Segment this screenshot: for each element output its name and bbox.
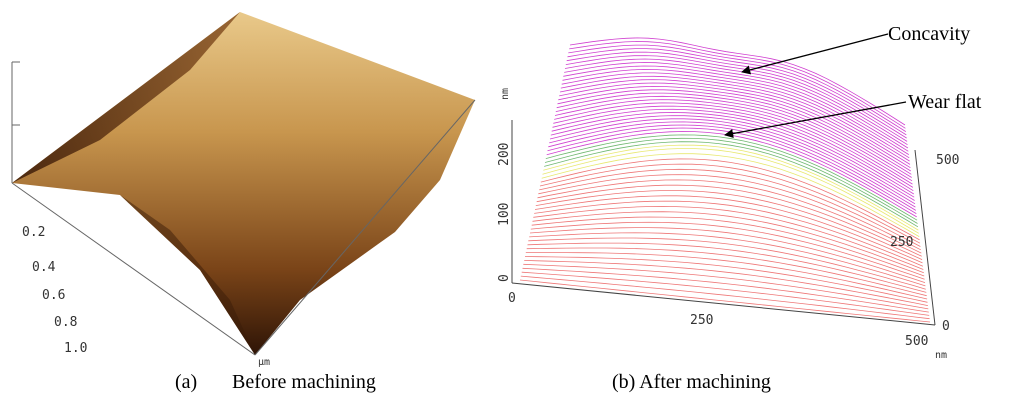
wire-line: [524, 260, 928, 306]
wire-line: [562, 68, 910, 155]
wire-line: [559, 79, 911, 165]
wire-line: [529, 227, 926, 283]
wire-line: [522, 267, 929, 313]
wire-line: [552, 108, 915, 195]
surface: [12, 12, 475, 355]
wire-line: [567, 48, 907, 136]
wire-line: [559, 82, 911, 169]
wire-line: [569, 37, 906, 126]
wire-line: [569, 41, 906, 129]
tick-label: 0: [508, 291, 516, 306]
wire-line: [541, 153, 920, 237]
wire-line: [533, 205, 924, 270]
wire-line: [551, 112, 915, 198]
wire-line: [566, 51, 907, 139]
panel-a: 0.2 0.4 0.6 0.8 1.0 µm: [11, 12, 476, 368]
wire-line: [527, 242, 927, 293]
wire-line: [564, 58, 908, 146]
tick-label: 0.4: [32, 260, 56, 275]
caption-label: (a): [175, 371, 197, 393]
wire-line: [544, 137, 918, 224]
axis: [11, 182, 256, 356]
wire-line: [550, 115, 915, 201]
axis: [914, 149, 936, 326]
tick-label: 0.2: [22, 225, 45, 240]
annotation: Wear flat: [908, 91, 982, 113]
tick-label: 0: [497, 274, 512, 282]
caption: Before machining: [232, 371, 376, 393]
wire-line: [554, 99, 913, 185]
annotations: Concavity Wear flat: [724, 23, 982, 139]
tick-label: 0: [942, 319, 950, 334]
tick-label: 1.0: [64, 341, 87, 356]
wire-line: [538, 174, 921, 251]
wire-line: [537, 179, 922, 254]
wire-line: [553, 105, 914, 192]
tick-label: 100: [497, 203, 512, 226]
wire-line: [565, 55, 908, 142]
tick-label: 0.6: [42, 288, 65, 303]
wire-line: [528, 237, 926, 290]
wire-line: [534, 200, 924, 267]
wire-line: [530, 221, 925, 280]
wire-line: [535, 190, 923, 260]
wire-line: [529, 232, 926, 287]
tick-label: 0.8: [54, 315, 77, 330]
wire-line: [539, 168, 921, 247]
wire-line: [544, 141, 919, 228]
wire-line: [568, 44, 907, 132]
caption: (b) After machining: [612, 371, 771, 393]
wire-line: [555, 95, 913, 182]
wire-line: [556, 92, 912, 178]
wire-line: [564, 62, 909, 149]
wire-line: [523, 263, 929, 310]
wire-line: [557, 89, 912, 175]
panel-b: 0 100 200 nm 0 250 500 nm 0 250 500: [497, 37, 959, 361]
wire-line: [543, 144, 919, 231]
wire-line: [558, 85, 912, 172]
unit-label: µm: [258, 357, 270, 368]
tick-label: 250: [890, 235, 913, 250]
wire-line: [536, 184, 922, 257]
wire-line: [539, 163, 921, 244]
wire-line: [531, 216, 925, 277]
arrow: [724, 101, 907, 139]
wire-line: [554, 102, 914, 188]
wire-line: [563, 65, 909, 152]
wire-line: [542, 148, 920, 234]
tick-label: 500: [905, 334, 928, 349]
wire-line: [560, 75, 910, 162]
wire-line: [532, 211, 924, 274]
wire-line: [540, 158, 920, 241]
tick-label: 500: [936, 153, 959, 168]
wire-line: [519, 279, 931, 323]
wire-line: [549, 121, 916, 208]
wire-line: [545, 134, 918, 221]
unit-label: nm: [500, 88, 511, 100]
wire-line: [520, 275, 930, 320]
axis: [511, 282, 936, 326]
wire-line: [549, 118, 916, 205]
wire-line: [526, 247, 927, 297]
tick-label: 200: [497, 143, 512, 166]
wire-line: [524, 256, 928, 303]
unit-label: nm: [935, 350, 947, 361]
wire-line: [525, 252, 928, 300]
annotation: Concavity: [888, 23, 970, 45]
arrow: [741, 33, 889, 75]
axis: [254, 99, 476, 356]
tick-label: 250: [690, 313, 713, 328]
wire-line: [521, 271, 930, 316]
wire-line: [534, 195, 923, 264]
wire-line: [561, 72, 910, 159]
surface-shade: [12, 12, 240, 183]
